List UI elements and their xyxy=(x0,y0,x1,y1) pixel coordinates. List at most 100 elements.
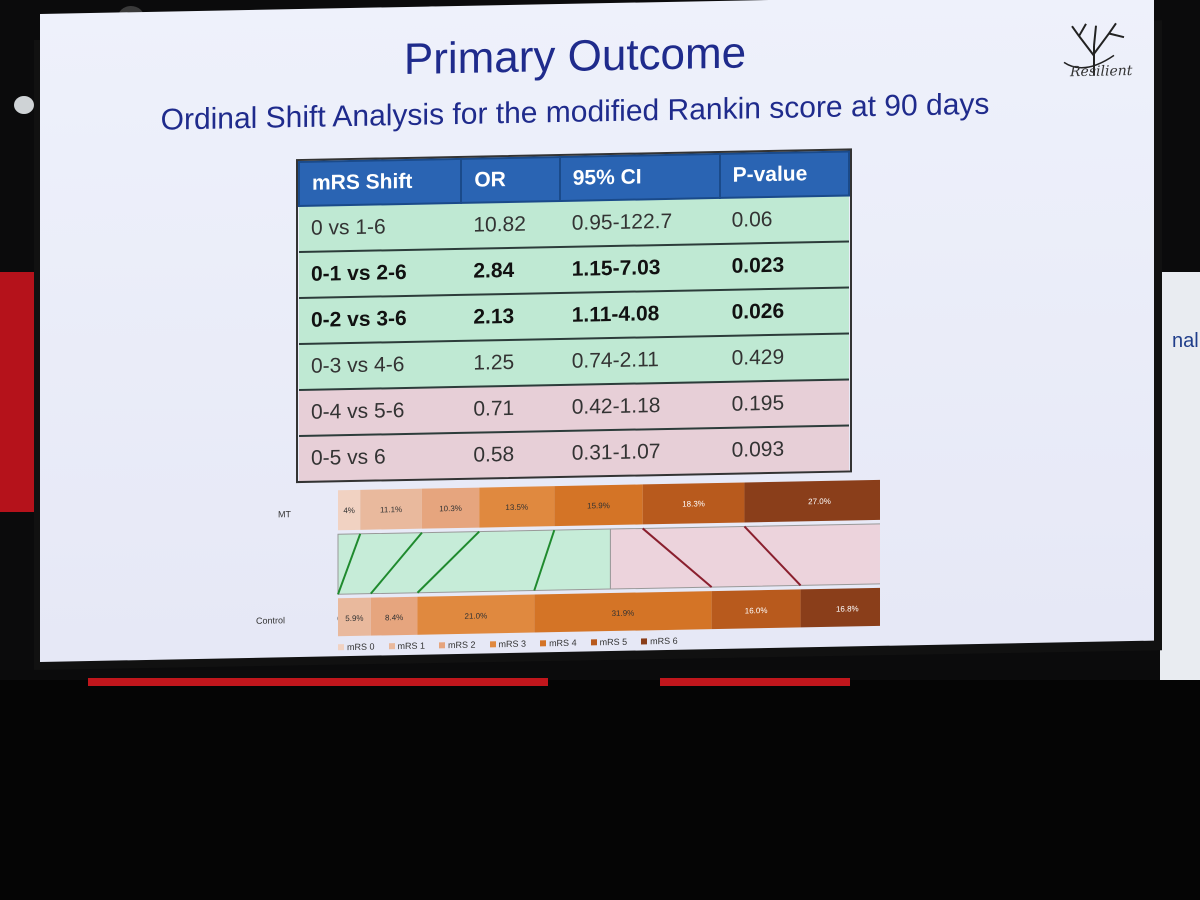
shift-connector-line xyxy=(416,530,480,594)
shift-connector-line xyxy=(533,529,556,591)
legend-label: mRS 5 xyxy=(599,636,628,648)
table-cell-shift: 0-3 vs 4-6 xyxy=(299,340,462,391)
shift-band-unfavorable xyxy=(609,523,895,590)
table-cell-ci: 1.11-4.08 xyxy=(559,289,720,340)
legend-item: mRS 1 xyxy=(388,640,426,652)
data-label: 31.9% xyxy=(612,609,635,618)
legend-item: mRS 0 xyxy=(338,642,375,653)
table-cell-ci: 0.74-2.11 xyxy=(559,335,720,386)
stacked-bar-chart: MT Control 4% 11.1% 10.3% 13.5% 15.9% 18.3% 27… xyxy=(256,476,895,662)
data-label: 13.5% xyxy=(505,503,528,512)
column-header: P-value xyxy=(719,151,849,198)
table-cell-ci: 0.31-1.07 xyxy=(559,427,720,477)
legend-label: mRS 6 xyxy=(650,635,678,647)
projected-slide: Primary Outcome Ordinal Shift Analysis f… xyxy=(40,0,1154,662)
data-label: 4% xyxy=(343,506,355,515)
table-cell-shift: 0-4 vs 5-6 xyxy=(299,386,462,437)
bar-segment xyxy=(642,482,745,525)
data-label: 15.9% xyxy=(587,501,610,510)
table-cell-or: 10.82 xyxy=(461,201,560,249)
side-panel xyxy=(0,272,34,512)
column-header: mRS Shift xyxy=(299,158,462,207)
legend-item: mRS 2 xyxy=(439,640,476,651)
table-cell-p: 0.026 xyxy=(719,287,849,336)
table-cell-p: 0.429 xyxy=(719,333,849,382)
chart-plot: 4%11.1%10.3%13.5%15.9%18.3%27.0%0%5.9%8.… xyxy=(337,479,895,639)
table-cell-or: 0.58 xyxy=(461,431,560,478)
bar-segment xyxy=(479,486,555,528)
legend-item: mRS 6 xyxy=(641,636,678,647)
table-cell-ci: 0.95-122.7 xyxy=(559,197,720,248)
legend-item: mRS 4 xyxy=(540,638,577,649)
legend-label: mRS 2 xyxy=(448,639,476,651)
data-label: 11.1% xyxy=(380,505,402,514)
slide-title: Primary Outcome xyxy=(403,28,747,85)
table-cell-shift: 0-2 vs 3-6 xyxy=(299,294,462,345)
stage-light xyxy=(14,96,34,114)
bar-segment xyxy=(744,479,895,523)
bar-segment xyxy=(421,487,480,529)
column-header: OR xyxy=(461,157,560,203)
bar-segment xyxy=(534,591,712,635)
bar-segment xyxy=(338,597,371,639)
table-cell-or: 1.25 xyxy=(461,339,560,387)
stage-banner xyxy=(660,678,850,686)
data-label: 16.8% xyxy=(836,604,859,613)
shift-connector-line xyxy=(743,525,802,587)
tree-logo-icon xyxy=(1063,22,1125,76)
outcome-table: mRS Shift OR 95% CI P-value 0 vs 1-6 10.8… xyxy=(296,148,852,484)
table-cell-p: 0.195 xyxy=(719,379,849,428)
bar-segment xyxy=(338,489,361,531)
table-cell-p: 0.06 xyxy=(719,195,849,244)
legend-item: mRS 3 xyxy=(489,638,527,650)
legend-label: mRS 1 xyxy=(397,640,426,652)
legend-swatch xyxy=(489,641,496,648)
legend-swatch xyxy=(590,639,597,646)
legend-swatch xyxy=(338,644,344,651)
table-cell-or: 0.71 xyxy=(461,385,560,433)
logo-wordmark: Resilient xyxy=(1070,63,1133,81)
category-label: MT xyxy=(278,509,291,520)
legend-swatch xyxy=(641,638,648,645)
legend-label: mRS 4 xyxy=(549,637,577,649)
legend-swatch xyxy=(439,642,446,649)
side-panel-text: nal xyxy=(1172,330,1199,352)
table-cell-p: 0.023 xyxy=(719,241,849,290)
bar-segment xyxy=(370,596,418,638)
data-label: 27.0% xyxy=(808,497,831,506)
bar-segment xyxy=(554,484,643,527)
bar-segment xyxy=(360,488,422,530)
column-header: 95% CI xyxy=(559,153,720,202)
shift-connector-line xyxy=(370,532,423,595)
table-cell-or: 2.84 xyxy=(461,247,560,295)
side-panel xyxy=(1160,272,1200,682)
data-label: 5.9% xyxy=(345,614,363,623)
table-cell-ci: 1.15-7.03 xyxy=(559,243,720,294)
table-cell-p: 0.093 xyxy=(719,425,849,473)
legend-item: mRS 5 xyxy=(590,636,628,648)
legend-swatch xyxy=(388,643,395,650)
data-label: 16.0% xyxy=(745,606,768,615)
bar-segment xyxy=(711,589,801,632)
data-label: 18.3% xyxy=(682,499,705,508)
category-label: Control xyxy=(256,615,286,626)
shift-connector-line xyxy=(337,533,362,595)
table-cell-ci: 0.42-1.18 xyxy=(559,381,720,432)
legend-label: mRS 0 xyxy=(347,641,375,653)
bar-segment xyxy=(800,587,894,630)
table-cell-shift: 0-5 vs 6 xyxy=(299,432,462,482)
legend-swatch xyxy=(540,640,547,647)
table-cell-shift: 0-1 vs 2-6 xyxy=(299,248,462,299)
slide-subtitle: Ordinal Shift Analysis for the modified … xyxy=(160,87,990,137)
table-row: 0-5 vs 6 0.58 0.31-1.07 0.093 xyxy=(299,425,849,482)
table-cell-or: 2.13 xyxy=(461,293,560,341)
chart-legend: mRS 0 mRS 1 mRS 2 mRS 3 mRS 4 mRS 5 mRS 6 xyxy=(338,636,678,653)
table-cell-shift: 0 vs 1-6 xyxy=(299,202,462,253)
data-label: 10.3% xyxy=(439,504,462,513)
data-label: 8.4% xyxy=(385,613,403,622)
shift-connector-line xyxy=(642,527,713,588)
legend-label: mRS 3 xyxy=(498,638,527,650)
stage-banner xyxy=(88,678,548,686)
audience-silhouettes xyxy=(0,680,1200,900)
data-label: 21.0% xyxy=(465,611,488,620)
